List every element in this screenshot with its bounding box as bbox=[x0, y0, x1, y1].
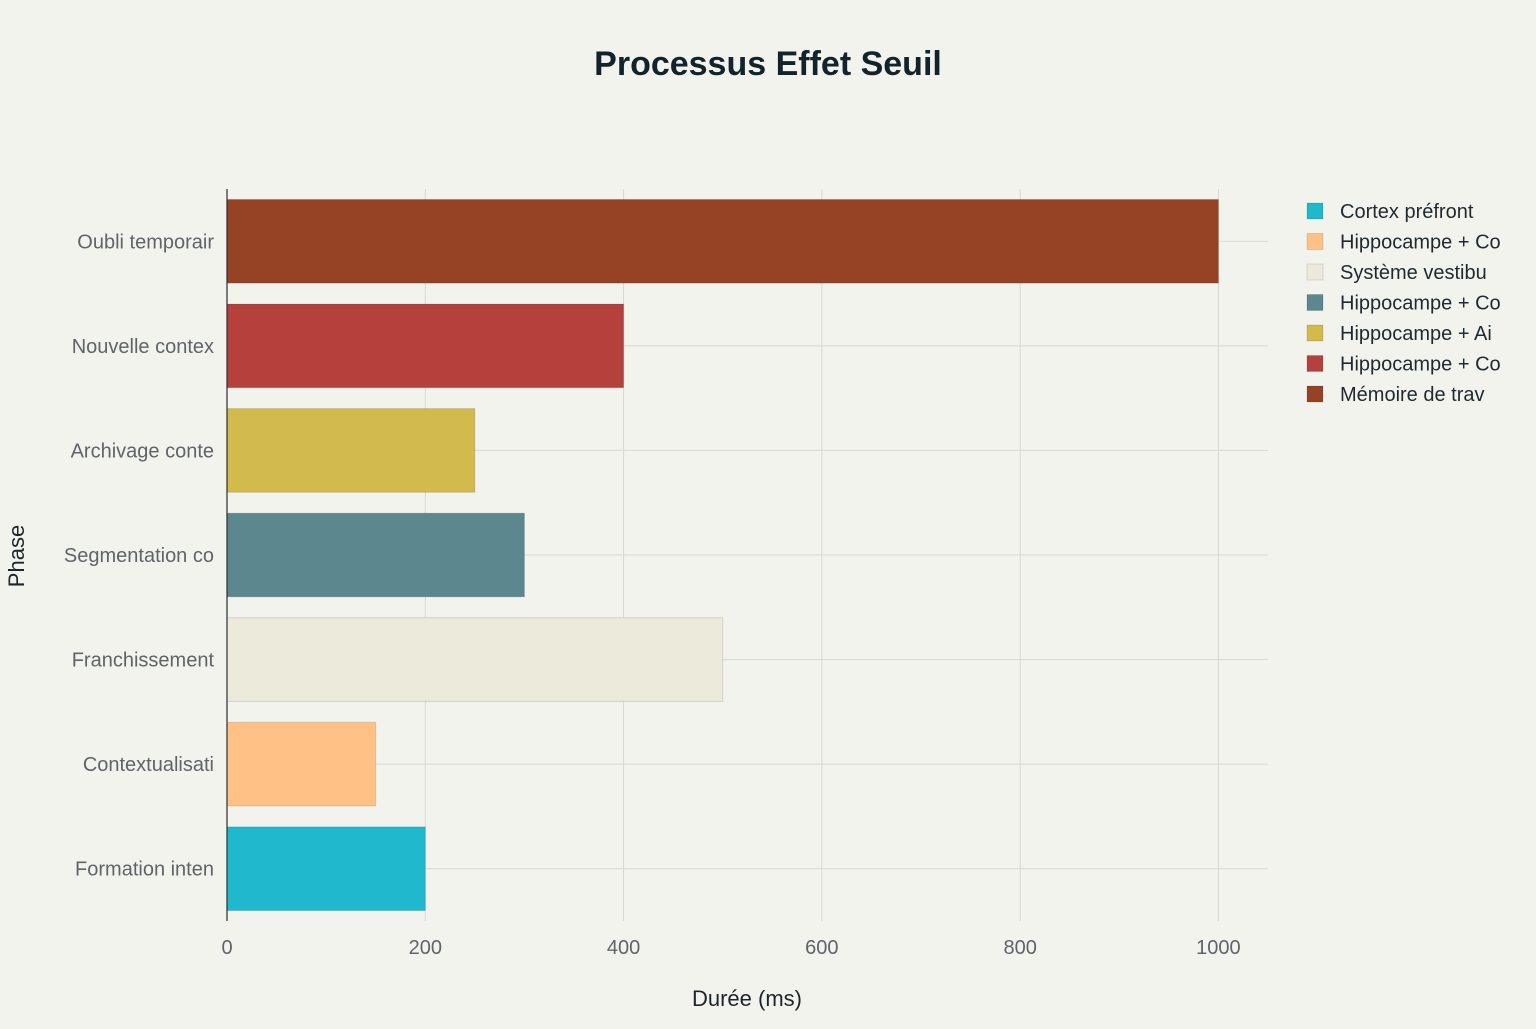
legend-swatch bbox=[1306, 233, 1324, 250]
bar[interactable] bbox=[226, 198, 1219, 284]
y-tick-label: Formation inten bbox=[75, 859, 214, 881]
legend: Cortex préfront Hippocampe + Co Système ve… bbox=[1306, 201, 1501, 406]
legend-label[interactable]: Mémoire de trav bbox=[1340, 384, 1485, 406]
legend-label[interactable]: Hippocampe + Co bbox=[1340, 354, 1501, 376]
legend-swatch bbox=[1306, 324, 1324, 342]
y-tick-label: Segmentation co bbox=[64, 545, 214, 567]
chart-title: Processus Effet Seuil bbox=[594, 45, 942, 83]
legend-label[interactable]: Cortex préfront bbox=[1340, 201, 1474, 223]
legend-swatch bbox=[1306, 263, 1324, 281]
y-axis-title: Phase bbox=[4, 525, 29, 587]
bar[interactable] bbox=[226, 303, 625, 389]
x-tick-label: 800 bbox=[1003, 937, 1036, 959]
legend-swatch bbox=[1306, 355, 1324, 372]
legend-label[interactable]: Système vestibu bbox=[1340, 262, 1487, 284]
y-tick-label: Franchissement bbox=[72, 650, 215, 672]
legend-label[interactable]: Hippocampe + Ai bbox=[1340, 323, 1492, 345]
bar[interactable] bbox=[226, 512, 525, 598]
y-tick-label: Oubli temporair bbox=[77, 231, 214, 253]
legend-swatch bbox=[1306, 294, 1324, 311]
y-tick-label: Nouvelle contex bbox=[72, 336, 214, 358]
x-tick-label: 400 bbox=[607, 937, 640, 959]
bar[interactable] bbox=[226, 408, 476, 493]
x-tick-label: 1000 bbox=[1196, 937, 1241, 959]
bar[interactable] bbox=[226, 826, 426, 912]
legend-label[interactable]: Hippocampe + Co bbox=[1340, 293, 1501, 315]
x-tick-label: 0 bbox=[221, 937, 232, 959]
y-tick-label: Archivage conte bbox=[71, 440, 214, 462]
x-axis-title: Durée (ms) bbox=[692, 986, 802, 1011]
legend-label[interactable]: Hippocampe + Co bbox=[1340, 232, 1501, 254]
x-tick-label: 600 bbox=[805, 937, 838, 959]
bar[interactable] bbox=[226, 617, 724, 702]
legend-swatch bbox=[1306, 202, 1324, 220]
bars-layer bbox=[226, 198, 1219, 912]
bar[interactable] bbox=[226, 721, 377, 807]
axes-layer: 0 200 400 600 800 1000 Formation inten Contextu… bbox=[64, 189, 1241, 959]
x-tick-label: 200 bbox=[409, 937, 442, 959]
y-tick-label: Contextualisati bbox=[83, 754, 214, 776]
legend-swatch bbox=[1306, 385, 1324, 403]
